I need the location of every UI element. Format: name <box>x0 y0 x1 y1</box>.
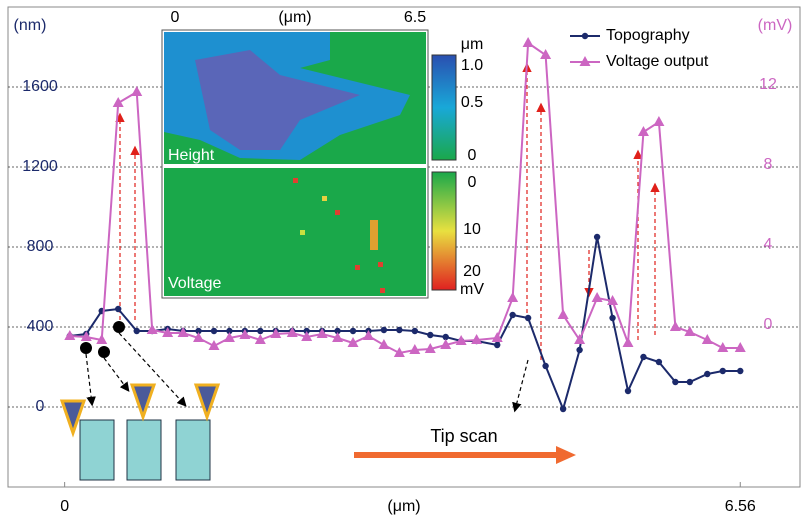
legend-marker <box>582 33 588 39</box>
y-tick-label: 0 <box>36 398 45 415</box>
data-point <box>134 328 140 334</box>
data-point <box>737 368 743 374</box>
y-tick-label: 800 <box>27 238 54 255</box>
data-point <box>576 347 582 353</box>
inset-scale-label: 10 <box>463 221 481 238</box>
y-tick-label: 400 <box>27 318 54 335</box>
inset-scale-label: 0 <box>468 174 477 191</box>
x-tick-label: 6.56 <box>725 498 756 515</box>
y2-axis-label: (mV) <box>758 17 793 34</box>
chart: Tip scan 0 (μm) 6.5 Height Voltage μm 1.0 0.5 0 0… <box>0 0 806 521</box>
data-point <box>558 309 569 319</box>
data-point <box>427 332 433 338</box>
data-point <box>507 292 518 302</box>
data-point <box>704 371 710 377</box>
y-tick-label: 1600 <box>22 78 58 95</box>
data-point <box>257 328 263 334</box>
data-point <box>609 315 615 321</box>
inset-title: Height <box>168 147 215 164</box>
data-point <box>147 324 158 334</box>
inset-x-label: (μm) <box>278 9 311 26</box>
inset-scale-label: 0.5 <box>461 94 483 111</box>
data-point <box>115 306 121 312</box>
data-point <box>560 406 566 412</box>
y2-tick-label: 12 <box>759 76 777 93</box>
data-point <box>672 379 678 385</box>
y2-tick-label: 4 <box>764 236 773 253</box>
data-point <box>131 86 142 96</box>
inset-x-label: 0 <box>171 9 180 26</box>
data-point <box>720 368 726 374</box>
data-point <box>396 327 402 333</box>
data-point <box>540 49 551 59</box>
data-point <box>509 312 515 318</box>
inset-scale-label: 0 <box>468 147 477 164</box>
inset-scale-label: mV <box>460 281 484 298</box>
data-point <box>623 337 634 347</box>
data-point <box>494 342 500 348</box>
inset-scale-label: 20 <box>463 263 481 280</box>
data-point <box>687 379 693 385</box>
data-point <box>381 327 387 333</box>
legend-label: Topography <box>606 27 690 44</box>
data-point <box>625 388 631 394</box>
data-point <box>653 116 664 126</box>
data-point <box>638 126 649 136</box>
legend-label: Voltage output <box>606 53 709 70</box>
data-point <box>525 315 531 321</box>
data-point <box>523 37 534 47</box>
x-tick-label: 0 <box>60 498 69 515</box>
data-point <box>640 354 646 360</box>
data-point <box>594 234 600 240</box>
data-point <box>211 328 217 334</box>
inset-scale-label: 1.0 <box>461 57 483 74</box>
x-axis-label: (μm) <box>387 498 420 515</box>
y-axis-label: (nm) <box>14 17 47 34</box>
inset-scale-label: μm <box>461 36 484 53</box>
data-point <box>113 97 124 107</box>
data-point <box>350 328 356 334</box>
inset-title: Voltage <box>168 275 221 292</box>
data-point <box>670 321 681 331</box>
data-point <box>592 292 603 302</box>
data-point <box>317 328 328 338</box>
inset-x-label: 6.5 <box>404 9 426 26</box>
y-tick-label: 1200 <box>22 158 58 175</box>
annotation: Tip scan <box>430 426 497 446</box>
y2-tick-label: 8 <box>764 156 773 173</box>
data-point <box>542 363 548 369</box>
data-point <box>656 359 662 365</box>
y2-tick-label: 0 <box>764 316 773 333</box>
data-point <box>412 328 418 334</box>
data-point <box>378 339 389 349</box>
